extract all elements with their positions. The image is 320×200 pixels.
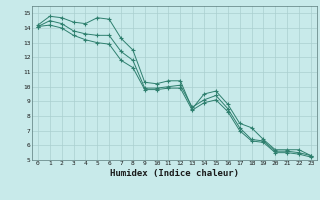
X-axis label: Humidex (Indice chaleur): Humidex (Indice chaleur) <box>110 169 239 178</box>
